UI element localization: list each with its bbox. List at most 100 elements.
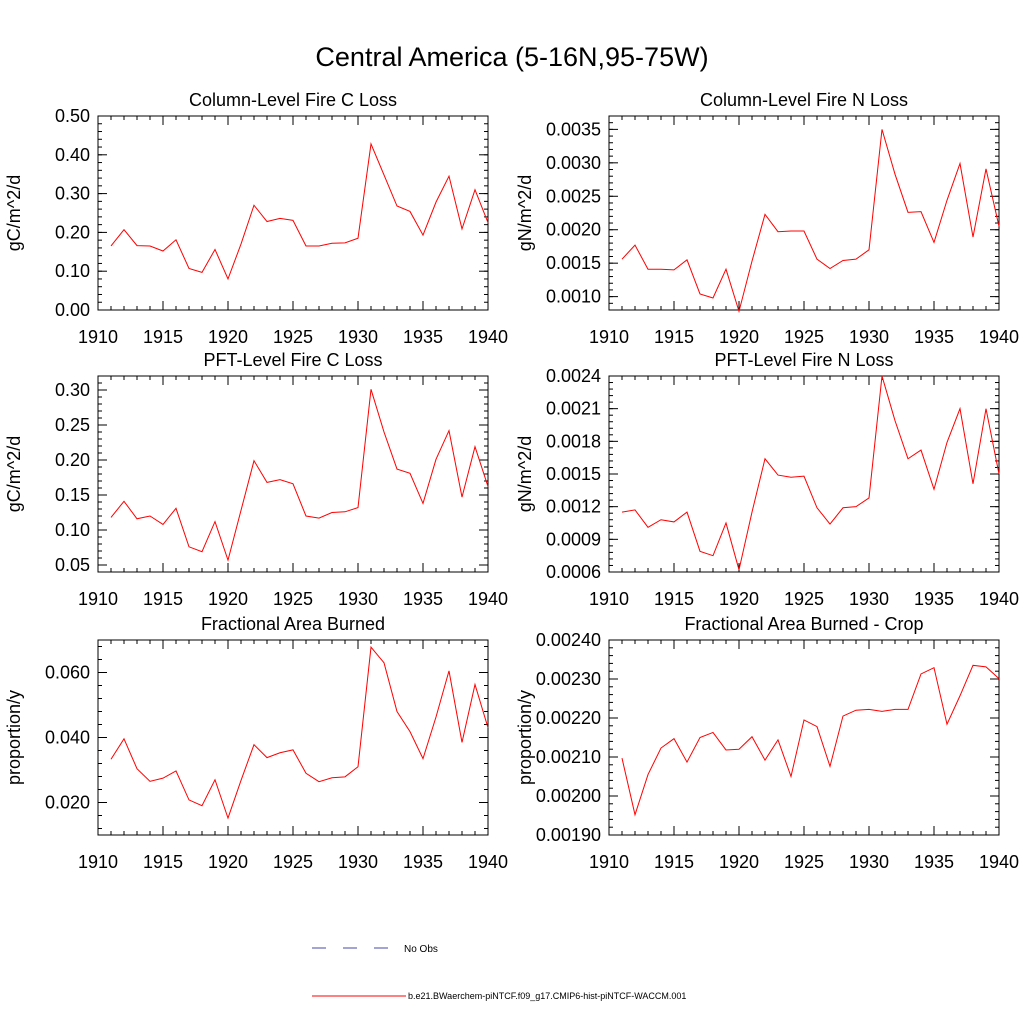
plot-frame xyxy=(608,639,1000,836)
x-tick-label: 1920 xyxy=(719,327,759,347)
legend-no-obs-label: No Obs xyxy=(404,944,438,955)
x-tick-label: 1925 xyxy=(784,589,824,609)
panel-column-fire-n-loss: Column-Level Fire N Loss gN/m^2/d 1910 1915… xyxy=(515,90,1019,347)
y-tick-label: 0.0024 xyxy=(546,366,601,386)
x-tick-label: 1915 xyxy=(654,327,694,347)
panel-title: Fractional Area Burned - Crop xyxy=(684,614,923,634)
figure-title: Central America (5-16N,95-75W) xyxy=(315,42,708,72)
x-tick-label: 1910 xyxy=(589,852,629,872)
y-tick-label: 0.0010 xyxy=(546,287,601,307)
y-tick-label: 0.040 xyxy=(45,728,90,748)
x-tick-label: 1920 xyxy=(208,327,248,347)
y-tick-label: 0.0035 xyxy=(546,119,601,139)
y-tick-label: 0.10 xyxy=(55,261,90,281)
x-tick-label: 1935 xyxy=(403,327,443,347)
x-tick-label: 1915 xyxy=(654,852,694,872)
x-tick-label: 1930 xyxy=(338,327,378,347)
x-tick-label: 1930 xyxy=(849,327,889,347)
x-tick-label: 1910 xyxy=(589,327,629,347)
plot-frame xyxy=(97,115,489,311)
y-tick-label: 0.20 xyxy=(55,450,90,470)
y-tick-label: 0.0018 xyxy=(546,431,601,451)
y-tick-label: 0.0009 xyxy=(546,529,601,549)
y-axis-label: gN/m^2/d xyxy=(515,175,535,251)
y-tick-label: 0.0021 xyxy=(546,399,601,419)
y-tick-label: 0.0020 xyxy=(546,220,601,240)
y-axis-label: proportion/y xyxy=(4,690,24,785)
x-tick-label: 1910 xyxy=(589,589,629,609)
panel-title: PFT-Level Fire C Loss xyxy=(203,350,382,370)
series-line xyxy=(621,664,1000,817)
y-tick-label: 0.0015 xyxy=(546,464,601,484)
x-tick-label: 1920 xyxy=(719,589,759,609)
y-tick-label: 0.20 xyxy=(55,222,90,242)
y-tick-label: 0.060 xyxy=(45,663,90,683)
x-tick-label: 1930 xyxy=(849,852,889,872)
y-tick-label: 0.0025 xyxy=(546,186,601,206)
x-tick-label: 1910 xyxy=(78,852,118,872)
x-tick-label: 1940 xyxy=(979,589,1019,609)
x-tick-label: 1940 xyxy=(979,852,1019,872)
y-axis-label: gC/m^2/d xyxy=(4,436,24,512)
x-tick-label: 1925 xyxy=(273,852,313,872)
x-tick-label: 1925 xyxy=(273,327,313,347)
series-line xyxy=(621,129,1000,314)
plot-frame xyxy=(608,375,1000,573)
legend-run-label: b.e21.BWaerchem-piNTCF.f09_g17.CMIP6-his… xyxy=(408,991,686,1001)
series-line xyxy=(110,645,489,820)
panel-title: PFT-Level Fire N Loss xyxy=(714,350,893,370)
y-tick-label: 0.0012 xyxy=(546,497,601,517)
series-line xyxy=(621,375,1000,570)
y-tick-label: 0.00190 xyxy=(536,825,601,845)
x-tick-label: 1920 xyxy=(719,852,759,872)
y-tick-label: 0.50 xyxy=(55,106,90,126)
x-tick-label: 1925 xyxy=(784,852,824,872)
x-tick-label: 1910 xyxy=(78,327,118,347)
y-tick-label: 0.020 xyxy=(45,793,90,813)
panel-fractional-area-burned: Fractional Area Burned proportion/y 1910 19… xyxy=(4,614,508,872)
y-tick-label: 0.00200 xyxy=(536,786,601,806)
y-tick-label: 0.00 xyxy=(55,300,90,320)
panel-title: Fractional Area Burned xyxy=(201,614,385,634)
x-tick-label: 1915 xyxy=(143,327,183,347)
x-tick-label: 1940 xyxy=(468,327,508,347)
y-tick-label: 0.00240 xyxy=(536,630,601,650)
x-tick-label: 1925 xyxy=(273,589,313,609)
y-tick-label: 0.00220 xyxy=(536,708,601,728)
y-axis-label: proportion/y xyxy=(515,690,535,785)
y-tick-label: 0.00210 xyxy=(536,747,601,767)
series-line xyxy=(110,142,489,281)
y-tick-label: 0.30 xyxy=(55,184,90,204)
x-tick-label: 1930 xyxy=(849,589,889,609)
x-tick-label: 1935 xyxy=(914,327,954,347)
y-tick-label: 0.15 xyxy=(55,485,90,505)
y-tick-label: 0.05 xyxy=(55,555,90,575)
panel-pft-fire-n-loss: PFT-Level Fire N Loss gN/m^2/d 1910 1915 192… xyxy=(515,350,1019,609)
x-tick-label: 1940 xyxy=(468,589,508,609)
x-tick-label: 1935 xyxy=(914,589,954,609)
y-tick-label: 0.0015 xyxy=(546,253,601,273)
legend: No Obs b.e21.BWaerchem-piNTCF.f09_g17.CM… xyxy=(312,944,686,1001)
plot-frame xyxy=(97,375,489,573)
x-tick-label: 1915 xyxy=(654,589,694,609)
panel-column-fire-c-loss: Column-Level Fire C Loss gC/m^2/d 1910 1915… xyxy=(4,90,508,347)
x-tick-label: 1940 xyxy=(468,852,508,872)
y-tick-label: 0.40 xyxy=(55,145,90,165)
panel-fractional-area-burned-crop: Fractional Area Burned - Crop proportion/… xyxy=(515,614,1019,872)
x-tick-label: 1915 xyxy=(143,852,183,872)
x-tick-label: 1910 xyxy=(78,589,118,609)
x-tick-label: 1935 xyxy=(403,589,443,609)
series-line xyxy=(110,389,489,562)
panel-title: Column-Level Fire N Loss xyxy=(700,90,908,110)
x-tick-label: 1940 xyxy=(979,327,1019,347)
x-tick-label: 1935 xyxy=(914,852,954,872)
x-tick-label: 1930 xyxy=(338,589,378,609)
x-tick-label: 1935 xyxy=(403,852,443,872)
x-tick-label: 1920 xyxy=(208,852,248,872)
x-tick-label: 1930 xyxy=(338,852,378,872)
y-tick-label: 0.30 xyxy=(55,380,90,400)
y-tick-label: 0.0030 xyxy=(546,153,601,173)
y-tick-label: 0.00230 xyxy=(536,669,601,689)
y-tick-label: 0.0006 xyxy=(546,562,601,582)
